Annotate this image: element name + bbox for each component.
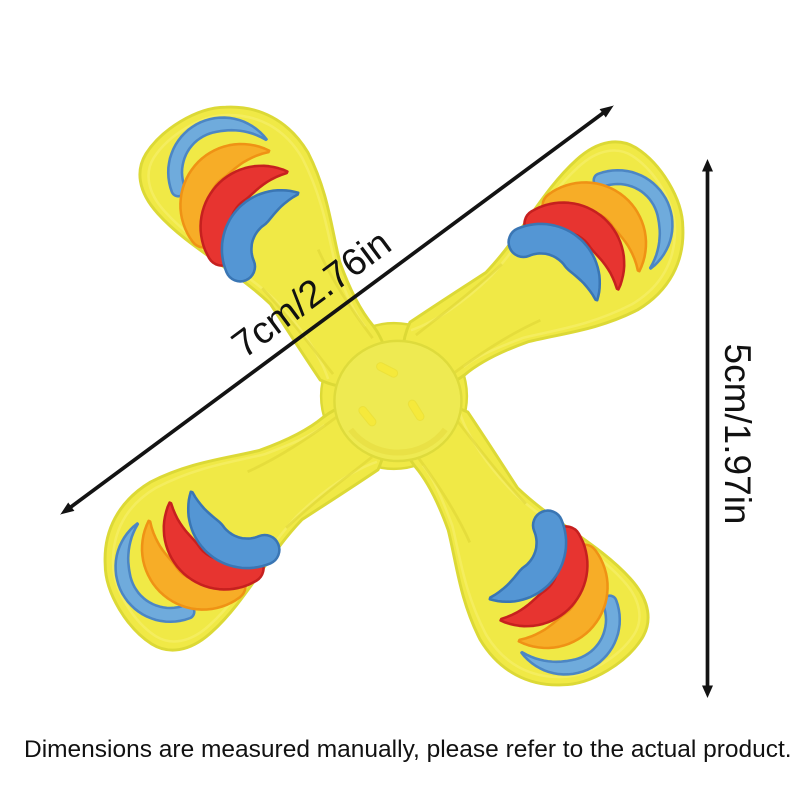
svg-text:Dimensions are measured manual: Dimensions are measured manually, please… — [24, 736, 792, 763]
svg-text:5cm/1.97in: 5cm/1.97in — [717, 344, 758, 525]
